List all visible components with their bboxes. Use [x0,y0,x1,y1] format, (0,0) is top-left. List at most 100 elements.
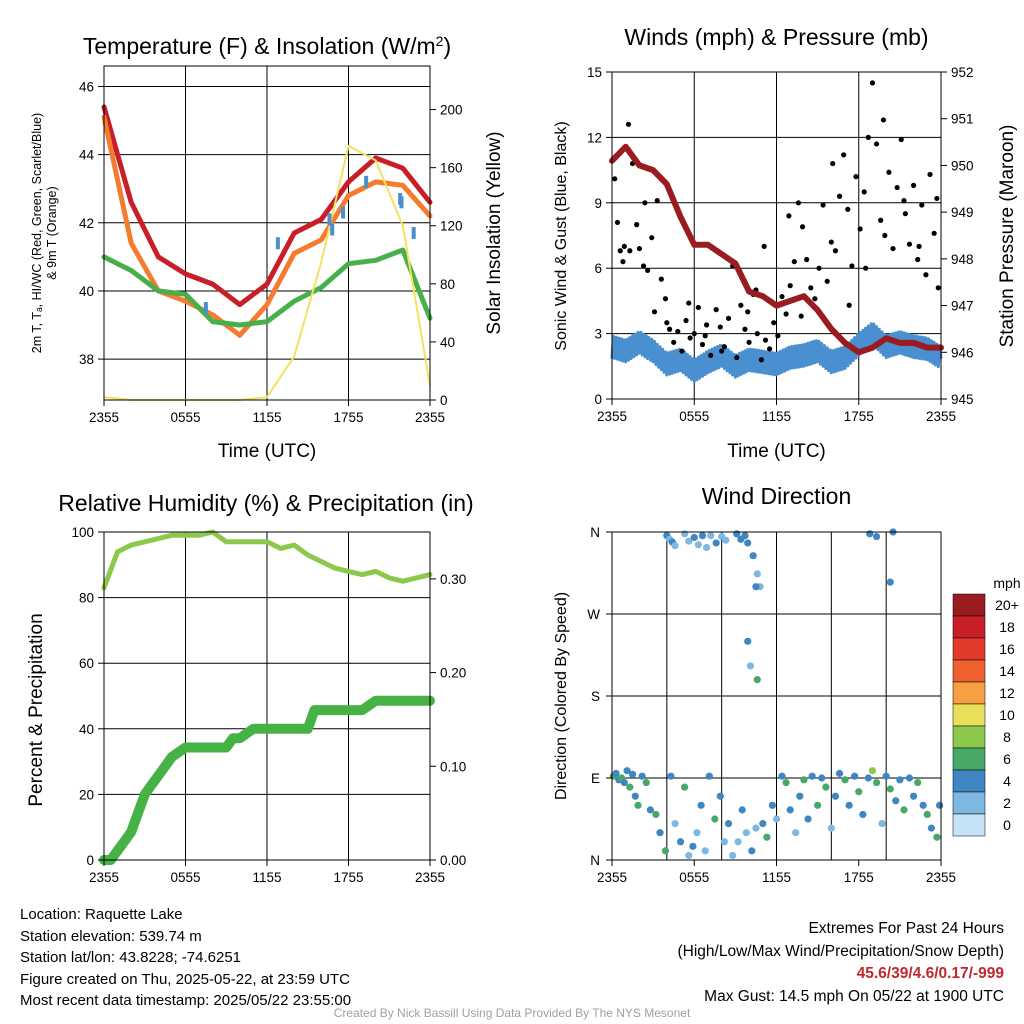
gust-point [666,326,673,332]
direction-ytick-label: E [591,771,600,786]
gust-point [640,263,647,269]
humidity-xtick-label: 2355 [89,870,119,885]
wind-ytick-label: 0 [594,392,602,407]
gust-point [713,307,719,313]
direction-point [642,778,650,787]
gust-point [708,352,714,358]
gust-point [910,182,917,188]
direction-point [827,824,835,832]
gust-point [931,230,937,236]
direction-point [712,539,720,547]
gust-point [863,265,869,271]
direction-point [796,792,804,800]
gust-point [824,278,830,284]
humidity-ytick-label: 100 [71,525,94,540]
gust-point [686,300,692,306]
direction-point [702,543,711,552]
gust-point [927,171,933,178]
direction-point [923,810,931,819]
direction-point [909,792,918,800]
extremes-heading: Extremes For Past 24 Hours [808,920,1004,937]
direction-point [868,767,877,775]
direction-point [851,772,859,780]
direction-point [612,769,620,778]
gust-point [703,322,710,328]
temperature-xtick-label: 1755 [333,410,363,425]
legend-label: 0 [1003,817,1011,833]
gust-point [786,213,792,219]
gust-point [816,265,822,271]
gust-point [634,222,640,228]
direction-point [661,847,670,855]
direction-point [646,806,654,814]
direction-point [676,838,685,846]
legend-swatch [952,637,986,661]
humidity-xtick-label: 1755 [333,870,363,885]
legend-title: mph [993,575,1020,591]
direction-ytick-label: N [590,525,600,540]
direction-point [936,801,944,809]
gust-point [746,339,752,345]
gust-point [795,200,802,206]
direction-point [896,776,904,784]
temperature-series-0 [101,104,433,308]
gust-point [812,296,818,302]
temperature-ytick-label: 44 [79,148,95,163]
direction-point [744,539,752,547]
gust-point [717,324,723,330]
credit-line: Created By Nick Bassill Using Data Provi… [333,1006,691,1020]
direction-point [685,851,693,860]
temperature-xtick-label: 2355 [415,410,445,425]
direction-point [693,829,701,837]
gust-point [869,80,876,86]
gust-point [691,331,697,337]
wind-xtick-label: 0555 [679,409,709,424]
direction-point [782,778,790,787]
direction-point [814,801,822,809]
legend-label: 4 [1003,773,1011,789]
direction-point [748,847,756,855]
gust-point [621,243,627,249]
gust-point [675,328,681,335]
gust-point [865,134,871,140]
legend-label: 16 [999,641,1015,657]
legend-label: 6 [1003,751,1011,767]
gust-point [654,198,660,204]
gust-point [636,245,643,252]
direction-point [792,829,800,837]
gust-point [742,326,748,332]
legend-label: 8 [1003,729,1011,745]
direction-ylabel: Direction (Colored By Speed) [553,592,570,800]
gust-point [745,309,751,315]
direction-point [859,810,867,819]
direction-point [631,792,639,800]
gust-point [820,202,826,208]
direction-point [620,778,628,787]
direction-point [831,792,840,800]
temperature-title: Temperature (F) & Insolation (W/m2) [83,33,451,59]
humidity-ylabel: Percent & Precipitation [26,613,47,806]
direction-point [690,533,698,542]
wind-ytick-right-label: 946 [951,345,974,360]
windchill-point [399,196,404,209]
direction-point [759,819,767,828]
humidity-line [101,529,433,591]
temperature-title-close: ) [443,33,451,59]
gust-point [804,256,810,263]
windchill-point [327,213,332,226]
direction-point [671,819,679,828]
direction-point [892,797,900,805]
temperature-xtick-label: 0555 [170,410,200,425]
legend-label: 14 [999,663,1015,679]
temperature-ytick-right-label: 0 [440,393,448,408]
extremes-values: 45.6/39/4.6/0.17/-999 [856,965,1004,982]
direction-point [694,541,702,549]
pressure-line [609,143,944,356]
gust-point [798,313,804,319]
gust-point [662,296,669,302]
max-gust: Max Gust: 14.5 mph On 05/22 at 1900 UTC [704,987,1004,1005]
direction-point [804,815,812,823]
gust-point [830,160,836,167]
gust-point [890,245,896,252]
direction-point [734,838,742,846]
